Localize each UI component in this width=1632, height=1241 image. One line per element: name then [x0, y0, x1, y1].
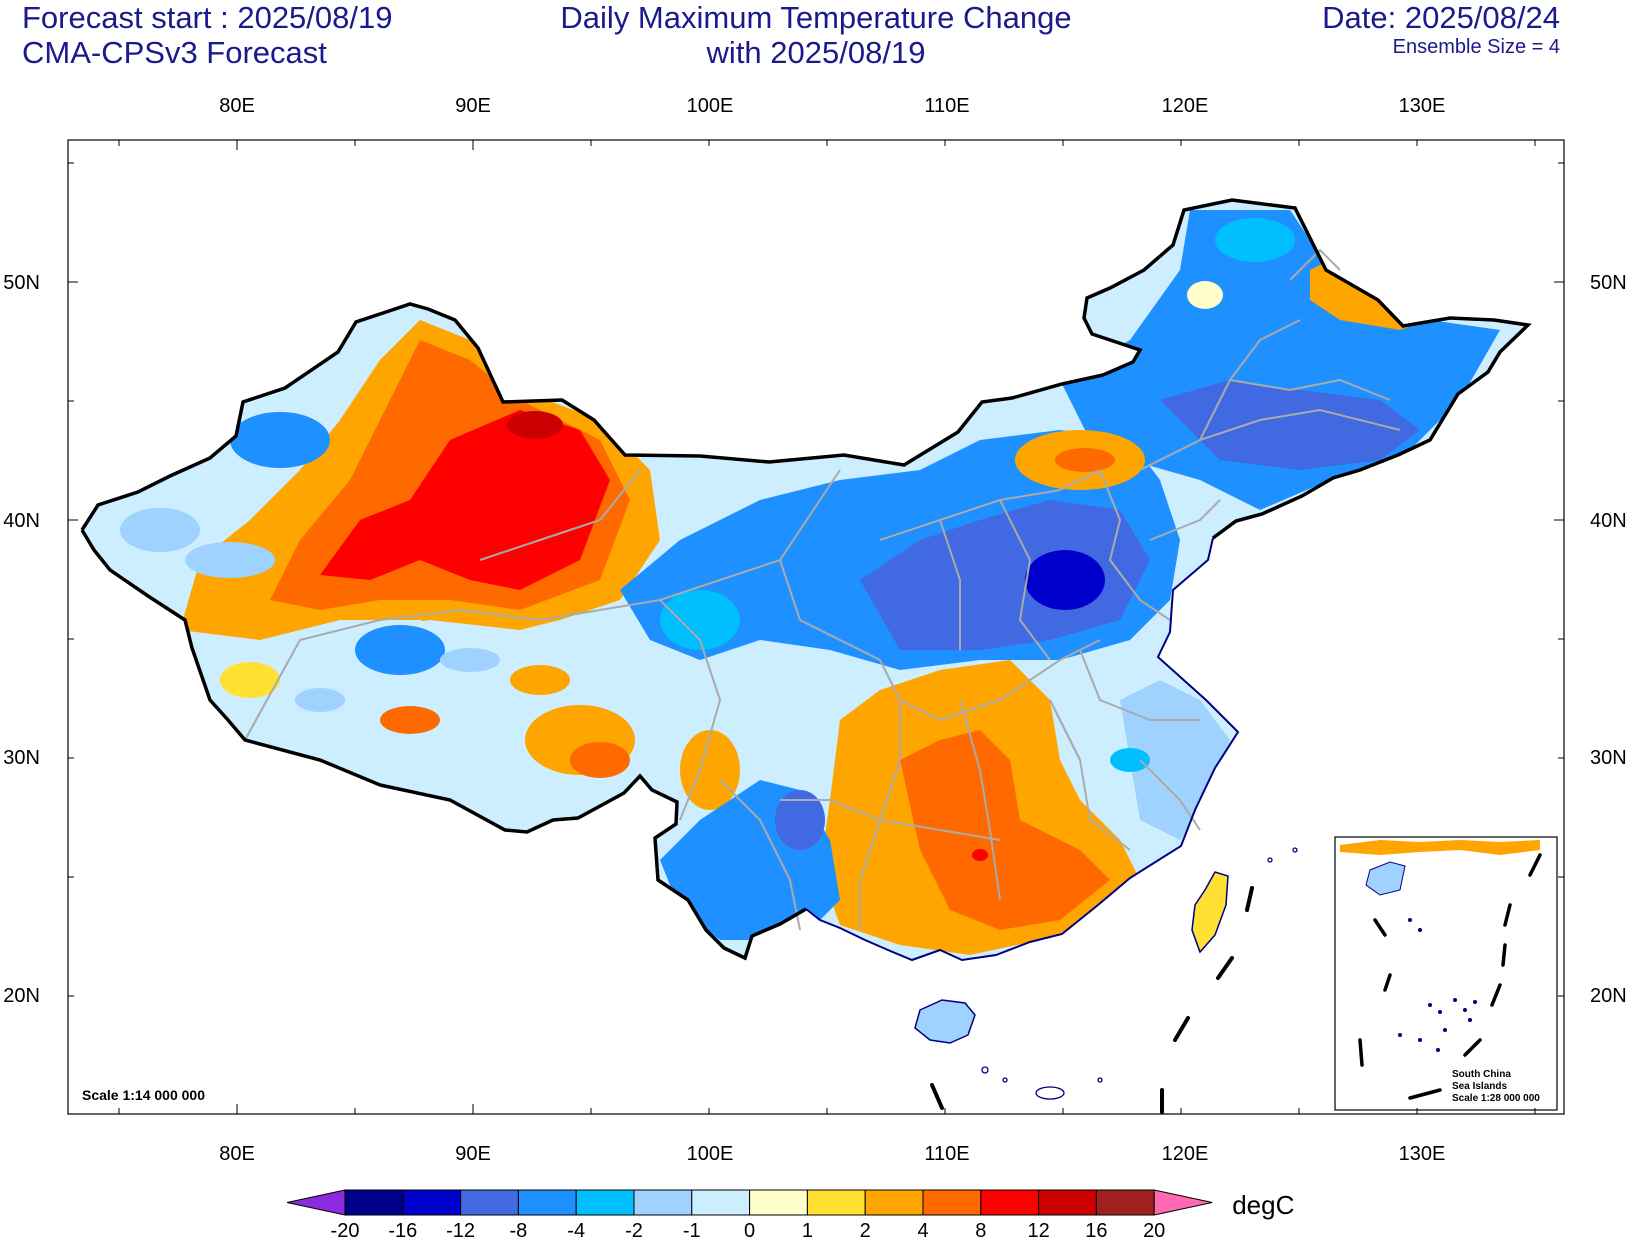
colorbar-tick-label: 16	[1085, 1220, 1107, 1241]
title-line-2: with 2025/08/19	[706, 35, 926, 70]
lon-label-top: 90E	[455, 95, 491, 117]
lon-label-bottom: 100E	[687, 1143, 734, 1165]
colorbar-tick-label: -16	[388, 1220, 417, 1241]
colorbar-swatch	[980, 1189, 1040, 1216]
colorbar-tick-label: 20	[1143, 1220, 1165, 1241]
lat-label-right: 30N	[1590, 747, 1627, 769]
colorbar-tick-label: 2	[860, 1220, 871, 1241]
lon-label-top: 110E	[924, 95, 969, 117]
colorbar-swatch	[864, 1189, 924, 1216]
valid-date-text: Date: 2025/08/24	[1322, 0, 1560, 35]
ensemble-size-text: Ensemble Size = 4	[1392, 36, 1560, 58]
colorbar-tick-label: 1	[802, 1220, 813, 1241]
colorbar-tick-label: -1	[683, 1220, 701, 1241]
south-china-sea-inset: South China Sea Islands Scale 1:28 000 0…	[1334, 836, 1558, 1111]
colorbar-tick-label: -8	[510, 1220, 528, 1241]
lat-label-left: 30N	[3, 747, 40, 769]
colorbar-swatch	[633, 1189, 693, 1216]
colorbar-tick-label: 0	[744, 1220, 755, 1241]
colorbar-swatch	[517, 1189, 577, 1216]
hainan-island	[914, 999, 976, 1044]
header-left: Forecast start : 2025/08/19 CMA-CPSv3 Fo…	[22, 0, 393, 70]
colorbar-tick-label: -4	[567, 1220, 585, 1241]
header-right: Date: 2025/08/24 Ensemble Size = 4	[1322, 0, 1560, 59]
colorbar-swatch	[1095, 1189, 1155, 1216]
lon-label-top: 130E	[1399, 95, 1446, 117]
map-scale-text: Scale 1:14 000 000	[82, 1087, 205, 1103]
inset-scale-text: Scale 1:28 000 000	[1452, 1093, 1540, 1104]
colorbar-swatch	[1038, 1189, 1097, 1216]
inset-label-line1: South China	[1452, 1069, 1511, 1080]
china-border	[80, 198, 1532, 540]
colorbar-swatch	[922, 1189, 982, 1216]
lon-label-top: 80E	[219, 95, 255, 117]
model-name-text: CMA-CPSv3 Forecast	[22, 35, 327, 70]
lat-label-left: 20N	[3, 985, 40, 1007]
small-islands	[981, 847, 1298, 1100]
map-title: Daily Maximum Temperature Change with 20…	[0, 0, 1632, 70]
lat-label-left: 40N	[3, 510, 40, 532]
colorbar-swatch	[806, 1189, 866, 1216]
province-boundaries	[244, 248, 1401, 931]
title-line-1: Daily Maximum Temperature Change	[560, 0, 1072, 35]
china-coastline	[805, 537, 1240, 962]
northwest-hot-core	[320, 410, 610, 590]
lon-label-top: 120E	[1162, 95, 1209, 117]
colorbar-swatch	[460, 1189, 519, 1216]
lon-label-bottom: 90E	[455, 1143, 491, 1165]
colorbar-under-arrow	[286, 1189, 346, 1216]
taiwan-island	[1191, 871, 1229, 954]
colorbar-tick-label: -12	[446, 1220, 475, 1241]
axis-labels: 80E 80E 90E 90E 100E 100E 110E 110E 120E 120E 130E…	[3, 95, 1626, 1165]
colorbar-swatch	[749, 1189, 808, 1216]
colorbar-tick-label: 12	[1027, 1220, 1049, 1241]
colorbar-tick-label: 8	[975, 1220, 986, 1241]
nine-dash-line	[930, 886, 1254, 1114]
lon-label-top: 100E	[687, 95, 734, 117]
lat-label-right: 50N	[1590, 272, 1627, 294]
lon-label-bottom: 110E	[924, 1143, 969, 1165]
lat-label-right: 40N	[1590, 510, 1627, 532]
lon-label-bottom: 130E	[1399, 1143, 1446, 1165]
colorbar-tick-label: -20	[331, 1220, 360, 1241]
lat-label-left: 50N	[3, 272, 40, 294]
inset-label-line2: Sea Islands	[1452, 1081, 1507, 1092]
colorbar-swatch	[691, 1189, 751, 1216]
china-border-southwest	[80, 529, 807, 961]
colorbar-swatch	[344, 1189, 404, 1216]
colorbar-over-arrow	[1153, 1189, 1213, 1216]
colorbar-tick-label: -2	[625, 1220, 643, 1241]
lon-label-bottom: 120E	[1162, 1143, 1209, 1165]
colorbar-swatch	[402, 1189, 462, 1216]
lat-label-right: 20N	[1590, 985, 1627, 1007]
northwest-darkest-patch	[507, 411, 563, 439]
lon-label-bottom: 80E	[219, 1143, 255, 1165]
colorbar-unit: degC	[1232, 1190, 1294, 1220]
forecast-start-text: Forecast start : 2025/08/19	[22, 0, 393, 35]
colorbar-tick-label: 4	[917, 1220, 928, 1241]
cold-core	[1025, 550, 1105, 610]
colorbar-swatch	[575, 1189, 635, 1216]
